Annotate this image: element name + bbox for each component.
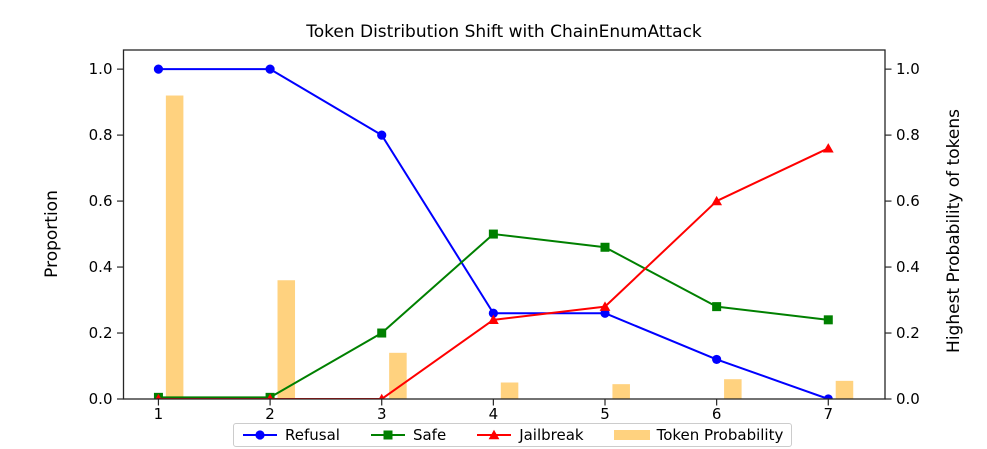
triangle-up-marker	[488, 429, 500, 440]
triangle-up-marker	[155, 393, 162, 399]
bar	[277, 280, 296, 399]
y-axis-label-right: Highest Probability of tokens	[944, 109, 964, 353]
token-probability-bar-swatch	[613, 430, 650, 440]
right-tick-label: 1.0	[896, 60, 920, 78]
right-tick-label: 0.0	[896, 390, 920, 408]
triangle-up-marker	[378, 393, 385, 399]
axis-ticks: 0.0 0.0 0.2 0.2 0.4 0.4 0.6 0.6 0.8 0.8 1.0 1.0 1 2 3 4…	[89, 60, 920, 423]
left-tick-label: 0.6	[89, 192, 113, 210]
legend-item-token-probability: Token Probability	[613, 426, 784, 444]
bar	[389, 352, 407, 399]
legend: Refusal Safe Jailbreak Token Probability	[233, 423, 793, 447]
circle-marker	[255, 430, 265, 440]
square-marker	[488, 229, 498, 239]
refusal-line-swatch	[243, 430, 277, 440]
triangle-up-marker	[487, 314, 499, 325]
right-tick-label: 0.2	[896, 324, 920, 342]
right-tick-label: 0.8	[896, 126, 920, 144]
legend-item-refusal: Refusal	[242, 426, 340, 444]
left-tick-label: 0.4	[89, 258, 113, 276]
circle-marker	[265, 64, 275, 74]
left-tick-label: 0.2	[89, 324, 113, 342]
square-marker	[377, 328, 387, 338]
jailbreak-line-swatch	[477, 429, 512, 440]
circle-marker	[823, 394, 833, 399]
line-series-refusal	[153, 64, 833, 399]
x-tick-label: 3	[377, 405, 387, 423]
legend-label-safe: Safe	[412, 426, 447, 444]
legend-label-refusal: Refusal	[285, 426, 340, 444]
legend-item-jailbreak: Jailbreak	[476, 426, 584, 444]
legend-patch	[613, 430, 650, 440]
x-tick-label: 5	[600, 405, 610, 423]
square-marker	[600, 242, 610, 252]
bar	[165, 95, 184, 399]
y-axis-label-left: Proportion	[42, 190, 62, 278]
circle-marker	[153, 64, 164, 74]
triangle-up-marker	[822, 143, 834, 153]
bar	[612, 384, 630, 399]
chart-title: Token Distribution Shift with ChainEnumA…	[306, 22, 702, 42]
triangle-up-marker	[267, 393, 274, 399]
left-tick-label: 0.8	[89, 126, 113, 144]
line-path	[158, 147, 829, 399]
bar	[500, 382, 519, 399]
bar	[724, 379, 742, 399]
circle-marker	[712, 354, 722, 365]
bars-token-probability	[165, 95, 854, 399]
legend-label-token-probability: Token Probability	[656, 426, 784, 444]
triangle-up-marker	[711, 195, 723, 206]
legend-label-jailbreak: Jailbreak	[519, 426, 584, 444]
legend-item-safe: Safe	[370, 426, 446, 444]
x-tick-label: 7	[824, 405, 834, 423]
square-marker	[712, 302, 722, 312]
axes-spines	[122, 49, 886, 400]
square-marker	[383, 430, 393, 440]
bar	[835, 380, 854, 399]
x-tick-label: 4	[489, 405, 499, 423]
left-tick-label: 1.0	[89, 60, 113, 78]
left-tick-label: 0.0	[89, 390, 113, 408]
circle-marker	[600, 308, 610, 318]
x-tick-label: 1	[154, 405, 164, 423]
x-tick-label: 6	[712, 405, 722, 423]
square-marker	[823, 315, 833, 325]
circle-marker	[488, 308, 498, 318]
circle-marker	[377, 130, 387, 140]
right-tick-label: 0.6	[896, 192, 920, 210]
triangle-up-marker	[599, 301, 611, 311]
x-tick-label: 2	[265, 405, 275, 423]
safe-line-swatch	[370, 430, 405, 440]
line-series-jailbreak	[155, 143, 834, 399]
right-tick-label: 0.4	[896, 258, 920, 276]
